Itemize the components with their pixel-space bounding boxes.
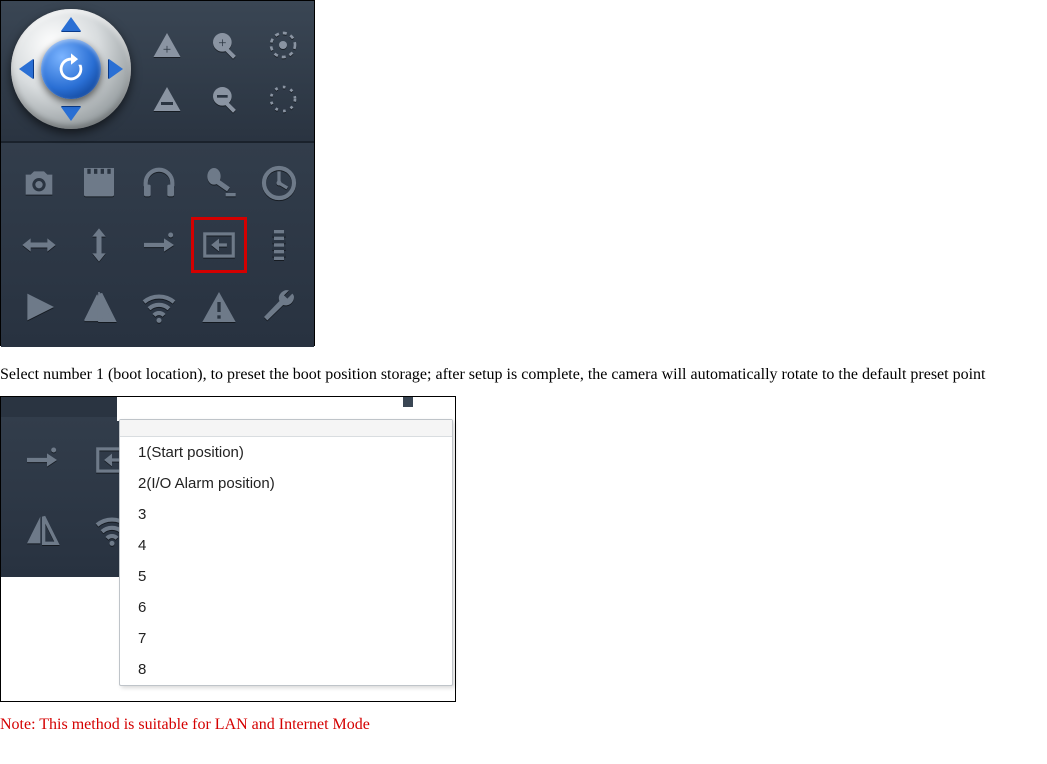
pan-up-icon[interactable] [61,17,81,31]
figure-white-strip [117,397,453,421]
settings-wrench-icon [259,287,299,327]
alarm-warning-icon [199,287,239,327]
preset-option-5[interactable]: 5 [120,561,452,592]
preset-go-button[interactable] [191,217,247,273]
iris-open-icon [267,29,299,61]
vertical-patrol-icon [79,225,119,265]
focus-in-icon: + [209,29,241,61]
ptz-speed-icon [259,163,299,203]
preset-option-7[interactable]: 7 [120,623,452,654]
preset-option-4[interactable]: 4 [120,530,452,561]
ptz-speed-button[interactable] [251,155,307,211]
dropdown-header [120,420,452,437]
horizontal-flip-icon [22,440,62,480]
ptz-control-panel: + + [0,0,315,346]
note-text: Note: This method is suitable for LAN an… [0,716,1047,734]
record-video-button[interactable] [71,155,127,211]
focus-out-button[interactable] [199,75,251,123]
preset-option-2[interactable]: 2(I/O Alarm position) [120,468,452,499]
wifi-icon [139,287,179,327]
zoom-out-button[interactable] [141,75,193,123]
svg-text:+: + [163,42,171,58]
horizontal-patrol-icon [19,225,59,265]
iris-close-icon [267,83,299,115]
horizontal-flip-icon [139,225,179,265]
play-button[interactable] [11,279,67,335]
horizontal-flip-button[interactable] [131,217,187,273]
mirror-flip-button[interactable] [71,279,127,335]
iris-close-button[interactable] [257,75,309,123]
microphone-talk-icon [199,163,239,203]
preset-dropdown: 1(Start position) 2(I/O Alarm position) … [119,419,453,686]
audio-listen-button[interactable] [131,155,187,211]
camera-snapshot-button[interactable] [11,155,67,211]
audio-headphones-icon [139,163,179,203]
mirror-flip-icon [22,510,62,550]
play-icon [19,287,59,327]
preset-option-1[interactable]: 1(Start position) [120,437,452,468]
iris-open-button[interactable] [257,21,309,69]
preset-dropdown-figure: 1(Start position) 2(I/O Alarm position) … [0,396,456,702]
record-video-icon [79,163,119,203]
preset-option-8[interactable]: 8 [120,654,452,685]
instruction-paragraph: Select number 1 (boot location), to pres… [0,360,1047,390]
function-icon-grid [1,143,314,347]
preset-option-3[interactable]: 3 [120,499,452,530]
lens-controls: + + [141,21,309,123]
mirror-flip-icon [79,287,119,327]
settings-wrench-button[interactable] [251,279,307,335]
pan-down-icon[interactable] [61,107,81,121]
camera-snapshot-icon [19,163,59,203]
horizontal-patrol-button[interactable] [11,217,67,273]
microphone-talk-button[interactable] [191,155,247,211]
io-output-button[interactable] [251,217,307,273]
refresh-icon [54,52,88,86]
zoom-in-triangle-icon: + [149,27,185,63]
ptz-top-section: + + [1,1,314,143]
pan-right-icon[interactable] [109,59,123,79]
zoom-out-triangle-icon [149,81,185,117]
io-output-icon [259,225,299,265]
ptz-ring [11,9,131,129]
mirror-flip-button[interactable] [11,499,73,561]
alarm-warning-button[interactable] [191,279,247,335]
pan-left-icon[interactable] [19,59,33,79]
svg-text:+: + [218,36,226,52]
wifi-button[interactable] [131,279,187,335]
focus-in-button[interactable]: + [199,21,251,69]
preset-go-icon [200,226,238,264]
focus-out-icon [209,83,241,115]
ptz-center-button[interactable] [41,39,101,99]
horizontal-flip-button[interactable] [11,429,73,491]
ptz-dpad [11,9,131,129]
preset-option-6[interactable]: 6 [120,592,452,623]
vertical-patrol-button[interactable] [71,217,127,273]
zoom-in-button[interactable]: + [141,21,193,69]
